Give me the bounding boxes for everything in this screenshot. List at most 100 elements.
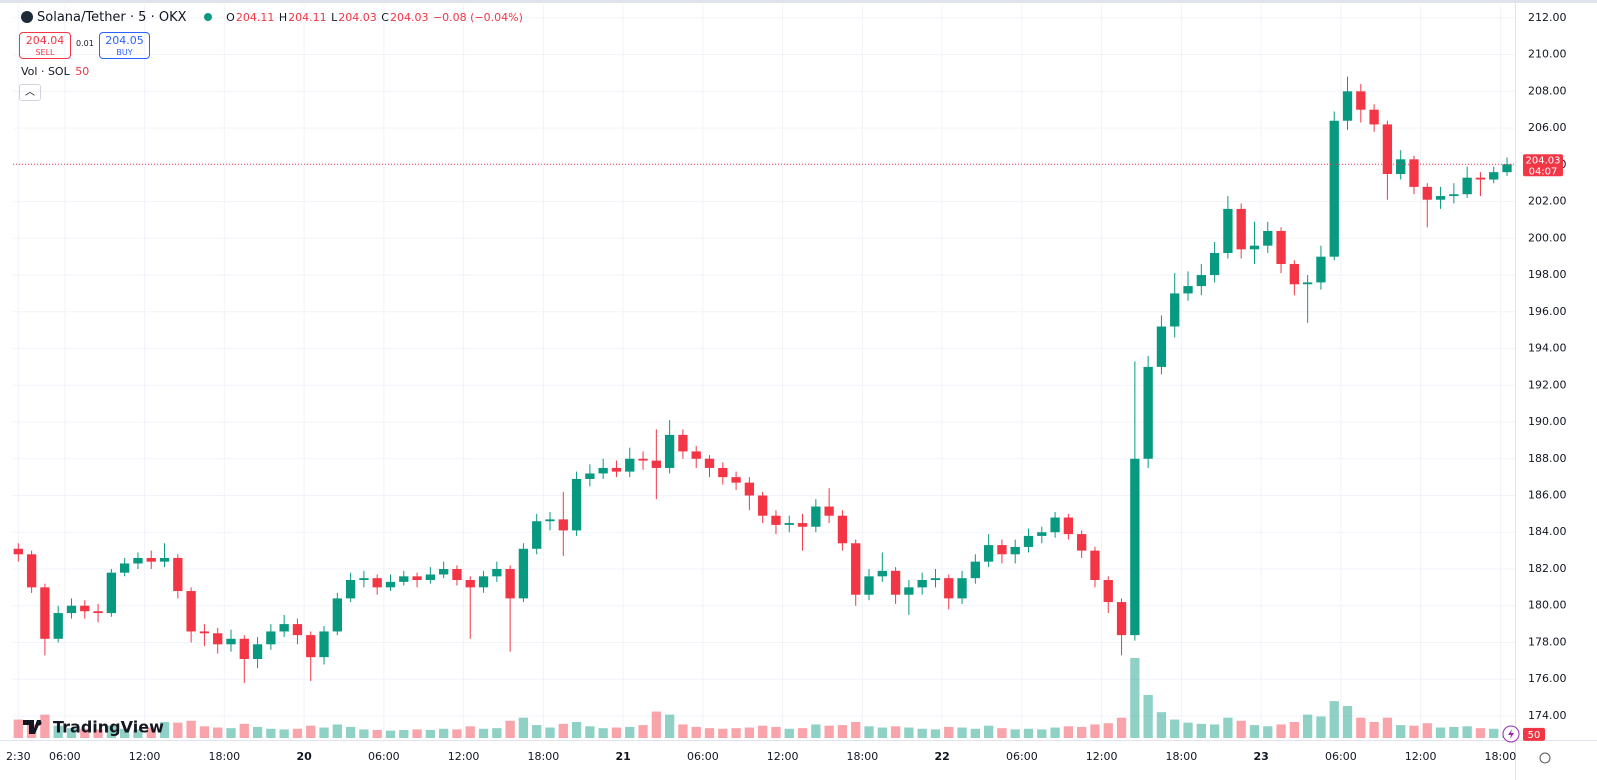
candle-body [877, 570, 887, 577]
volume-bar [425, 730, 436, 738]
candle-body [1170, 293, 1180, 327]
lightning-button[interactable] [1502, 725, 1520, 743]
candle-body [970, 561, 980, 579]
candle-body [1156, 326, 1167, 367]
ohlc-value: 204.03 [338, 11, 377, 24]
volume-bar [784, 728, 794, 738]
volume-bar [824, 725, 834, 738]
volume-bar [252, 726, 263, 738]
volume-bar [997, 728, 1007, 738]
volume-bar [983, 725, 994, 738]
candle-body [319, 631, 329, 658]
volume-bar [811, 724, 821, 738]
candle-body [1130, 458, 1140, 636]
candle-body [66, 605, 77, 614]
volume-bar [1249, 725, 1260, 738]
volume-length: 50 [75, 65, 90, 78]
settings-icon[interactable] [1539, 752, 1551, 764]
x-tick-label: 20 [296, 750, 312, 763]
candle-body [585, 473, 595, 479]
sell-button[interactable]: 204.04 SELL [19, 32, 71, 59]
buy-button[interactable]: 204.05 BUY [99, 32, 150, 59]
symbol-row: Solana/Tether · 5 · OKX O204.11 H204.11 … [21, 10, 524, 25]
volume-bar [585, 726, 595, 738]
volume-bar [837, 725, 848, 738]
x-tick-label: 12:00 [1086, 750, 1118, 763]
candle-body [53, 613, 63, 639]
symbol[interactable]: Solana/Tether · 5 · OKX [37, 10, 187, 25]
volume-bar [120, 728, 130, 738]
candle-body [638, 458, 648, 461]
volume-bar [851, 722, 861, 738]
buy-price[interactable]: 204.05 [105, 34, 144, 47]
y-tick-label: 206.00 [1528, 121, 1567, 134]
candle-body [159, 557, 170, 562]
candle-body [1462, 177, 1472, 195]
symbol-icon [21, 11, 33, 23]
ohlc-value: 204.11 [288, 11, 327, 24]
candle-body [266, 631, 276, 645]
x-tick-label: 12:00 [1405, 750, 1437, 763]
y-tick-label: 192.00 [1528, 378, 1567, 391]
volume-bar [611, 727, 622, 738]
candle-body [1143, 366, 1153, 459]
x-tick-label: 06:00 [1006, 750, 1038, 763]
candle-body [664, 434, 675, 468]
volume-tag-label: 50 [1528, 730, 1541, 741]
candle-body [465, 580, 475, 588]
candle-body [837, 515, 848, 544]
volume-bar [1302, 714, 1313, 738]
volume-bar [970, 728, 980, 738]
volume-bar [744, 727, 755, 738]
status-dot [204, 13, 213, 21]
volume-bar [545, 727, 555, 738]
brand: TradingView [53, 718, 164, 737]
candle-body [678, 434, 688, 452]
y-tick-label: 200.00 [1528, 231, 1567, 244]
buy-label[interactable]: BUY [116, 48, 133, 57]
y-tick-label: 202.00 [1528, 195, 1567, 208]
volume-bar [904, 727, 914, 738]
candle-body [1223, 208, 1233, 254]
x-tick-label: 06:00 [368, 750, 400, 763]
top-border [0, 0, 1597, 3]
volume-bar [1156, 712, 1167, 738]
ohlc-value: 204.03 [389, 11, 429, 24]
volume-bar [1010, 729, 1020, 738]
volume-bar [864, 726, 874, 738]
sell-label[interactable]: SELL [35, 48, 55, 57]
candle-body [1369, 109, 1379, 125]
candle-body [1050, 517, 1060, 533]
volume-bar [478, 728, 489, 738]
candle-body [1435, 196, 1446, 200]
volume-bar [279, 729, 289, 738]
volume-bar [1063, 726, 1074, 738]
candle-body [80, 605, 90, 612]
volume-bar [678, 724, 688, 738]
volume-bar [718, 728, 728, 738]
volume-bar [1489, 728, 1499, 738]
candle-body [784, 523, 794, 525]
volume-tag [1523, 727, 1545, 741]
volume-bar [1236, 720, 1246, 738]
lightning-icon[interactable] [1508, 729, 1514, 739]
candle-body [1289, 264, 1300, 285]
candle-body [306, 635, 316, 658]
volume-bar [944, 726, 954, 738]
candle-body [345, 580, 356, 599]
volume-bar [385, 730, 396, 738]
candle-body [771, 515, 781, 525]
candles [13, 76, 1512, 683]
volume-bar [638, 725, 648, 738]
candle-body [1010, 546, 1020, 555]
volume-bar [372, 730, 382, 738]
last-price-tag [1523, 154, 1563, 177]
candle-body [1249, 245, 1260, 250]
collapse-button[interactable]: ︿ [19, 84, 41, 101]
sell-price[interactable]: 204.04 [25, 34, 65, 47]
y-tick-label: 184.00 [1528, 525, 1567, 538]
volume-bar [1409, 725, 1419, 738]
candle-body [399, 576, 409, 582]
candle-body [173, 557, 183, 592]
candle-body [997, 545, 1007, 555]
